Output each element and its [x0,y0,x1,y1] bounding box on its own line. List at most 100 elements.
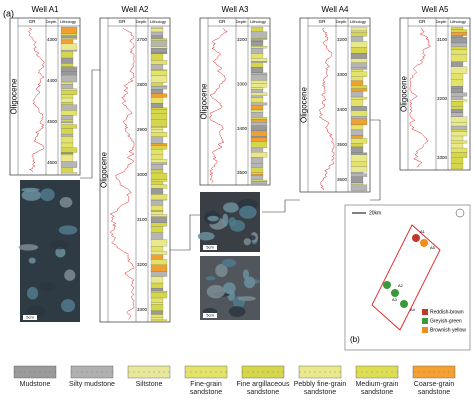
lithology-bed [250,172,264,175]
lithology-bed [450,106,464,110]
lithology-bed [150,222,168,227]
lithology-bed [250,83,268,88]
lithology-bed [150,93,168,98]
arrows [80,69,381,251]
depth-label: 3000 [137,172,148,177]
lithology-bed [150,172,168,181]
lithology-bed [350,138,368,144]
well-label: A3 [392,297,398,302]
lithology-bed [250,141,268,149]
lithology-bed [60,167,74,173]
lithology-bed [350,58,368,63]
depth-label: 3300 [437,155,448,160]
lithology-bed [350,152,368,155]
gr-header: GR [119,19,127,24]
lithology-bed [60,122,74,125]
epoch-label: Oligocene [10,78,19,115]
rock-fragment [64,269,76,281]
map-frame [344,204,471,351]
lithology-bed [350,176,364,184]
lithology-header: Lithology [60,19,76,24]
lithology-bed [450,147,468,153]
rock-fragment [215,264,228,278]
depth-label: 4300 [47,37,58,42]
lithology-bed [450,109,464,113]
lithology-bed [250,175,264,181]
depth-label: 2700 [137,37,148,42]
lithology-bed [150,162,168,165]
well-dot [383,281,391,289]
epoch-label: Oligocene [300,86,309,123]
depth-label: 4400 [47,78,58,83]
epoch-label: Oligocene [100,151,109,188]
lithology-bed [150,154,164,160]
well-name: Well A1 [32,5,60,14]
lithology-bed [350,124,364,131]
lithology-bed [150,129,164,133]
gr-curve [409,27,432,168]
rock-fragment [222,213,229,227]
lithology-bed [150,211,164,215]
lithology-bed [150,97,164,104]
lithology-bed [150,103,164,108]
lithology-bed [350,85,368,89]
depth-label: 3100 [437,37,448,42]
lithology-bed [60,88,78,91]
lithology-bed [150,181,164,185]
lithology-bed [60,104,78,111]
lithology-bed [60,124,78,129]
depth-label: 3100 [137,217,148,222]
lithology-bed [350,47,368,54]
lithology-bed [150,304,164,312]
depth-label: 3300 [137,307,148,312]
rock-fragment [221,258,237,268]
lithology-bed [350,26,368,32]
lithology-bed [60,35,78,39]
gr-header: GR [29,19,37,24]
legend-label: Brownish yellow [430,327,466,333]
lithology-bed [250,157,264,164]
lithology-bed [450,152,468,158]
lithology-bed [150,169,164,174]
lithology-bed [150,317,164,320]
lithology-bed [150,86,168,90]
rock-fragment [21,189,42,201]
rock-fragment [243,238,251,246]
lithology-bed [150,38,168,41]
lithology-bed [150,136,164,144]
lithology-bed [60,81,74,85]
rock-fragment [26,305,46,319]
lithology-bed [450,92,468,97]
well-label: A4 [410,307,416,312]
lithology-bed [350,118,368,126]
lithology-bed [150,48,168,53]
lithology-bed [150,31,164,36]
lithology-bed [150,159,168,163]
lithology-bed [450,140,468,144]
depth-header: Depth [336,19,347,24]
lithology-bed [150,188,164,195]
lithology-bed [250,80,268,84]
lithology-bed [250,39,264,42]
lithology-bed [350,62,368,68]
lithology-bed [150,119,168,127]
lithology-bed [350,173,368,177]
lithology-bed [250,89,264,93]
depth-header: Depth [236,19,247,24]
rock-fragment [26,286,39,300]
lithology-name: Silty mudstone [69,381,115,388]
lithology-bed [60,119,74,122]
scale-bar [203,313,217,318]
lithology-bed [350,36,364,42]
lithology-bed [250,117,268,120]
lithology-bed [150,310,164,315]
lithology-bed [150,107,168,110]
lithology-bed [150,126,168,128]
lithology-bed [60,102,74,105]
gr-header: GR [319,19,327,24]
lithology-bed [150,132,168,138]
lithology-bed [60,154,74,162]
lithology-bed [350,96,368,100]
lithology-name: Fine argillaceous sandstone [236,381,290,396]
lithology-bed [150,314,164,318]
